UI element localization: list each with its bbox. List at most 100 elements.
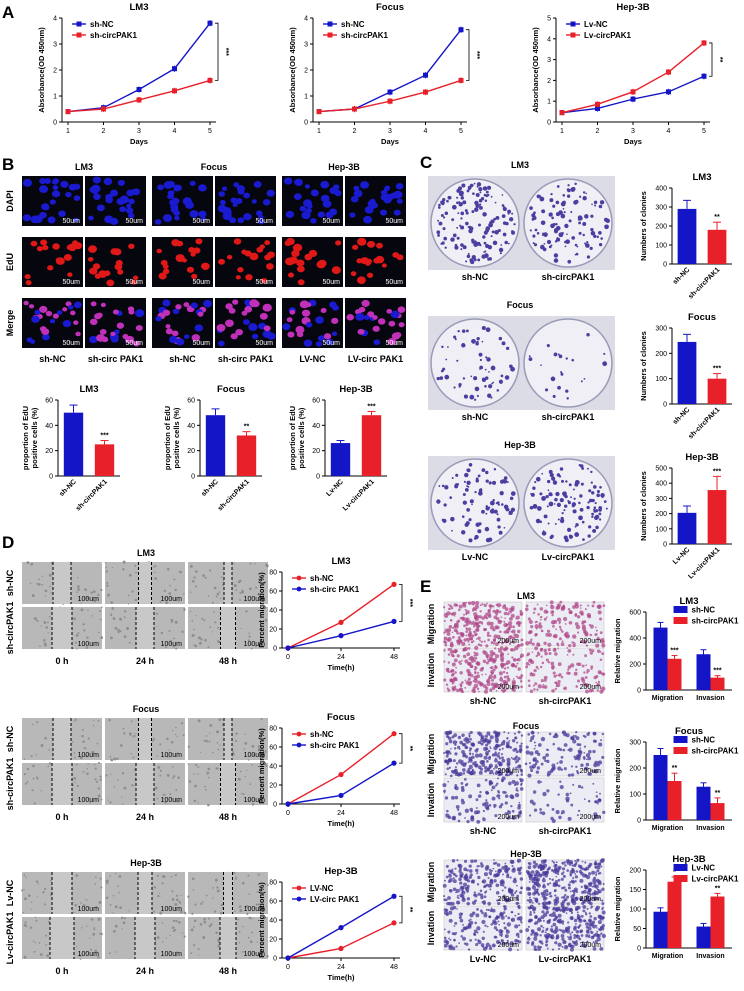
cell <box>495 733 499 738</box>
cell <box>458 916 462 920</box>
cell <box>581 664 585 668</box>
colony <box>444 485 449 490</box>
cell <box>447 648 451 651</box>
cell <box>212 887 214 889</box>
cell <box>560 877 564 881</box>
cell <box>448 901 452 906</box>
cell <box>75 633 79 637</box>
cell <box>574 860 577 862</box>
cell <box>447 667 450 670</box>
cell <box>221 907 224 910</box>
cell <box>476 865 479 868</box>
colony <box>550 376 556 382</box>
cell <box>451 612 455 616</box>
cell <box>207 917 210 920</box>
cell <box>453 818 456 821</box>
cell <box>545 893 549 897</box>
cell <box>239 770 242 773</box>
colony <box>459 190 464 196</box>
cell <box>578 743 582 747</box>
y-axis-label: positive cells (%) <box>297 407 306 468</box>
cell <box>513 757 517 761</box>
cell <box>519 744 523 749</box>
transwell-col-label: sh-NC <box>470 696 497 706</box>
colony <box>436 376 440 381</box>
nucleus <box>304 184 310 189</box>
cell <box>122 560 126 564</box>
x-tick-label: 2 <box>596 128 600 135</box>
cell <box>590 931 594 935</box>
cell <box>473 675 478 680</box>
cell <box>40 625 42 627</box>
colony <box>440 242 443 245</box>
cell <box>502 790 506 794</box>
y-tick-label: 100 <box>655 243 667 250</box>
cell <box>533 948 536 951</box>
colony <box>532 242 535 245</box>
cell <box>255 586 258 589</box>
cell <box>595 905 600 910</box>
cell <box>512 625 515 629</box>
cell <box>456 900 461 905</box>
cell <box>113 757 117 761</box>
cell <box>533 897 535 899</box>
cell <box>511 739 516 743</box>
colony <box>553 258 559 263</box>
cell <box>553 674 557 678</box>
y-tick-label: 0 <box>637 688 641 695</box>
cell <box>497 920 500 923</box>
cell <box>246 912 249 915</box>
nucleus <box>331 266 341 274</box>
cell <box>133 734 136 738</box>
cell <box>519 613 522 616</box>
cell <box>458 604 463 609</box>
cell <box>100 932 103 936</box>
cell <box>458 771 463 777</box>
data-point <box>391 618 397 625</box>
legend-marker <box>76 32 82 38</box>
cell <box>535 900 539 904</box>
cell <box>90 918 93 921</box>
cell <box>543 859 547 864</box>
cell <box>76 784 79 788</box>
cell <box>575 861 578 864</box>
nucleus <box>283 177 293 185</box>
colony <box>475 522 480 527</box>
cell <box>546 890 549 893</box>
cell <box>498 898 501 901</box>
x-tick-label: 2 <box>353 128 357 135</box>
cell <box>542 683 545 686</box>
colony <box>543 232 548 237</box>
cell <box>154 564 157 567</box>
cell <box>584 919 587 923</box>
cell <box>582 640 587 644</box>
cell <box>516 789 519 792</box>
cell <box>109 875 111 877</box>
cell <box>506 737 509 740</box>
legend-label: LV-circ PAK1 <box>310 895 360 904</box>
nucleus <box>296 265 305 273</box>
cell <box>499 646 504 650</box>
cell <box>95 780 99 783</box>
colony <box>510 366 515 372</box>
cell <box>520 734 524 737</box>
cell <box>476 783 481 788</box>
cell <box>156 625 158 628</box>
data-point <box>316 109 322 115</box>
cell <box>546 629 551 633</box>
cell <box>547 642 552 647</box>
cell <box>506 687 509 690</box>
cell <box>500 935 503 937</box>
cell <box>481 880 485 883</box>
y-tick-label: 400 <box>655 186 667 193</box>
cell <box>187 745 190 748</box>
cell <box>550 620 556 625</box>
nucleus <box>39 178 47 184</box>
cell <box>454 752 458 756</box>
y-tick-label: 60 <box>269 745 277 752</box>
bar <box>707 490 727 544</box>
colony <box>490 396 493 399</box>
cell <box>468 869 473 873</box>
colony <box>586 333 590 337</box>
